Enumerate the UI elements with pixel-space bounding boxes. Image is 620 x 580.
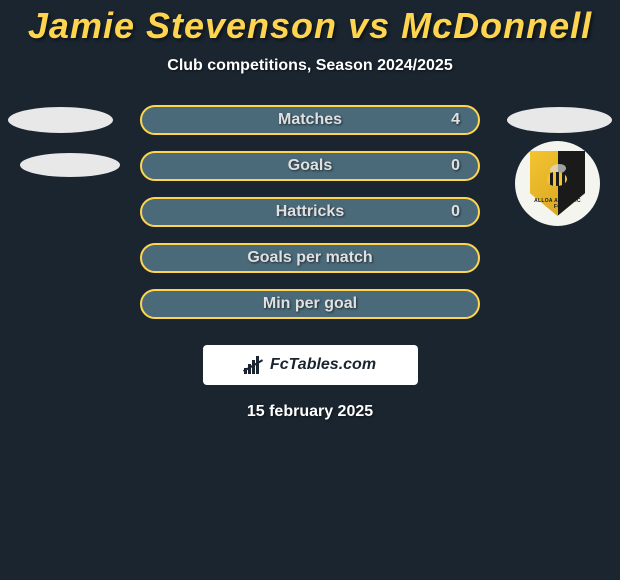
- subtitle: Club competitions, Season 2024/2025: [0, 57, 620, 75]
- stat-bar-hattricks: Hattricks 0: [140, 197, 480, 227]
- chart-icon: [244, 356, 266, 374]
- stat-value-right: 0: [451, 203, 460, 221]
- stat-value-right: 4: [451, 111, 460, 129]
- main-container: Jamie Stevenson vs McDonnell Club compet…: [0, 0, 620, 421]
- stat-bar-goals: Goals 0: [140, 151, 480, 181]
- club-badge: ALLOA ATHLETIC FC: [515, 141, 600, 226]
- stat-row-min-per-goal: Min per goal: [0, 289, 620, 335]
- branding-content: FcTables.com: [244, 356, 376, 374]
- stat-row-goals: Goals 0 ALLOA ATHLETIC FC: [0, 151, 620, 197]
- stat-bar-goals-per-match: Goals per match: [140, 243, 480, 273]
- player-left-marker: [8, 107, 113, 133]
- stat-label: Matches: [160, 111, 460, 129]
- stat-label: Hattricks: [160, 203, 460, 221]
- stat-row-matches: Matches 4: [0, 105, 620, 151]
- stat-row-goals-per-match: Goals per match: [0, 243, 620, 289]
- stat-label: Min per goal: [160, 295, 460, 313]
- player-right-marker: [507, 107, 612, 133]
- branding-text: FcTables.com: [270, 356, 376, 374]
- shield-icon: ALLOA ATHLETIC FC: [530, 151, 585, 216]
- stats-area: Matches 4 Goals 0 ALLOA ATHLETIC FC: [0, 105, 620, 335]
- stat-label: Goals per match: [160, 249, 460, 267]
- badge-club-name: ALLOA ATHLETIC FC: [530, 198, 585, 210]
- footer-date: 15 february 2025: [0, 403, 620, 421]
- stat-label: Goals: [160, 157, 460, 175]
- stat-value-right: 0: [451, 157, 460, 175]
- player-left-marker: [20, 153, 120, 177]
- branding-box[interactable]: FcTables.com: [203, 345, 418, 385]
- stat-bar-matches: Matches 4: [140, 105, 480, 135]
- stat-bar-min-per-goal: Min per goal: [140, 289, 480, 319]
- page-title: Jamie Stevenson vs McDonnell: [0, 5, 620, 47]
